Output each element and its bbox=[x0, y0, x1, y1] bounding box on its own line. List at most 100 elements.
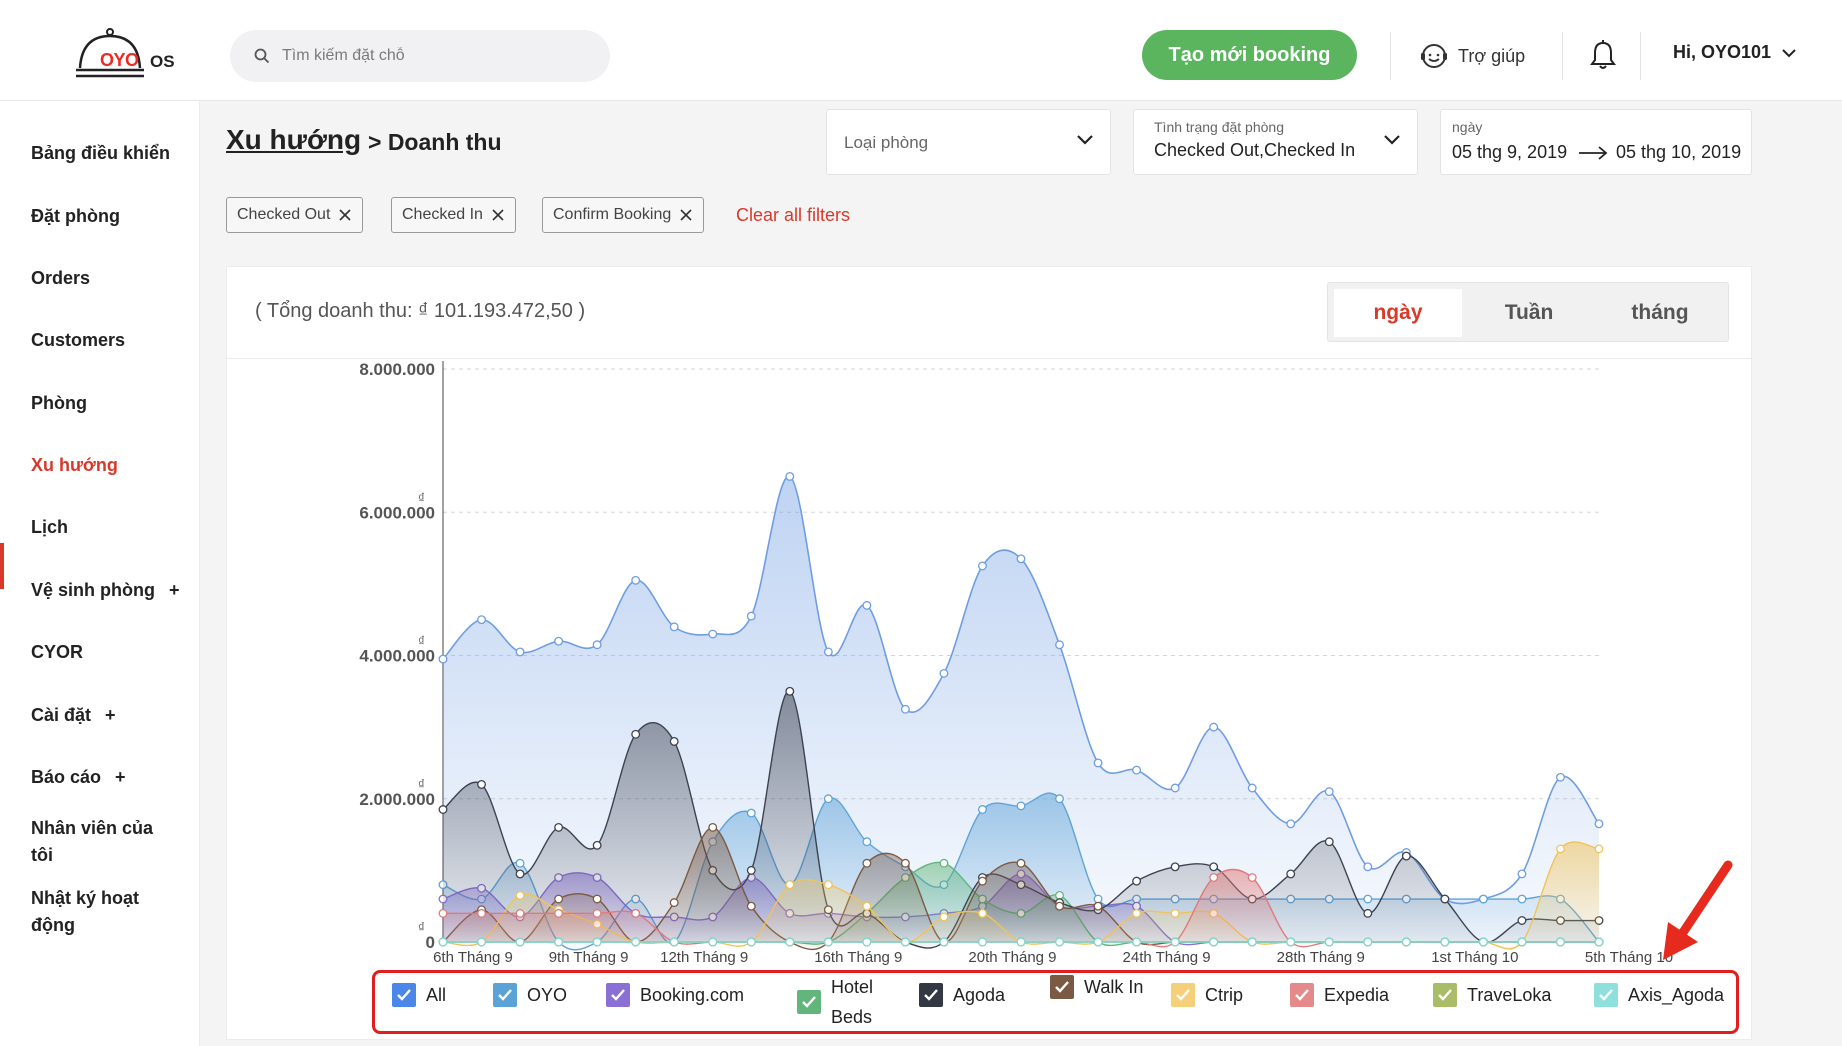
checkbox-checked-icon[interactable] bbox=[392, 983, 416, 1007]
sidebar-item-orders[interactable]: Orders bbox=[31, 268, 91, 288]
data-point bbox=[554, 822, 564, 832]
room-type-select[interactable]: Loại phòng bbox=[826, 109, 1111, 175]
y-tick-currency: ₫ bbox=[418, 919, 425, 935]
checkbox-checked-icon[interactable] bbox=[797, 990, 821, 1014]
data-point bbox=[1209, 937, 1219, 947]
legend-item-expedia[interactable]: Expedia bbox=[1290, 980, 1389, 1010]
period-toggle: ngày Tuần tháng bbox=[1327, 282, 1729, 342]
user-menu[interactable]: Hi, OYO101 bbox=[1673, 42, 1797, 63]
checkbox-checked-icon[interactable] bbox=[919, 983, 943, 1007]
data-point bbox=[1324, 837, 1334, 847]
legend-item-booking-com[interactable]: Booking.com bbox=[606, 980, 744, 1010]
chip-label: Checked In bbox=[402, 206, 483, 223]
sidebar-item-customers[interactable]: Customers bbox=[31, 330, 126, 350]
notification-bell[interactable] bbox=[1590, 40, 1616, 75]
data-point bbox=[554, 636, 564, 646]
data-point bbox=[785, 880, 795, 890]
chip-label: Checked Out bbox=[237, 206, 331, 223]
new-booking-button[interactable]: Tạo mới booking bbox=[1142, 30, 1357, 80]
date-to[interactable]: 05 thg 10, 2019 bbox=[1616, 142, 1742, 162]
oyo-os-logo[interactable]: OYO OS bbox=[72, 28, 182, 84]
sidebar-item-bookings[interactable]: Đặt phòng bbox=[31, 206, 120, 226]
legend-item-traveloka[interactable]: TraveLoka bbox=[1433, 980, 1551, 1010]
data-point bbox=[708, 629, 718, 639]
tab-week[interactable]: Tuần bbox=[1465, 289, 1593, 337]
data-point bbox=[438, 654, 448, 664]
y-tick-label: 8.000.000 bbox=[359, 360, 435, 379]
sidebar-item-activity-log[interactable]: Nhật ký hoạt động bbox=[31, 888, 140, 935]
sidebar-item-settings[interactable]: Cài đặt + bbox=[31, 705, 116, 725]
sidebar-item-reports[interactable]: Báo cáo + bbox=[31, 767, 126, 787]
data-point bbox=[477, 937, 486, 947]
clear-all-filters-link[interactable]: Clear all filters bbox=[736, 205, 851, 225]
checkbox-checked-icon[interactable] bbox=[606, 983, 630, 1007]
legend-item-agoda[interactable]: Agoda bbox=[919, 980, 1005, 1010]
data-point bbox=[1055, 890, 1064, 900]
legend-label: All bbox=[426, 985, 447, 1005]
data-point bbox=[1016, 554, 1026, 564]
data-point bbox=[1055, 794, 1064, 804]
legend-item-axis-agoda[interactable]: Axis_Agoda bbox=[1594, 980, 1724, 1010]
data-point bbox=[939, 937, 949, 947]
legend-item-ctrip[interactable]: Ctrip bbox=[1171, 980, 1243, 1010]
data-point bbox=[1440, 937, 1450, 947]
legend-item-hotel-beds[interactable]: Hotel Beds bbox=[797, 972, 891, 1032]
checkbox-checked-icon[interactable] bbox=[1171, 983, 1195, 1007]
data-point bbox=[823, 937, 833, 947]
checkbox-checked-icon[interactable] bbox=[1594, 983, 1618, 1007]
data-point bbox=[669, 622, 679, 632]
filter-chip-confirm-booking[interactable]: Confirm Booking bbox=[542, 197, 705, 233]
breadcrumb-trends[interactable]: Xu hướng bbox=[226, 124, 362, 155]
sidebar-item-cyor[interactable]: CYOR bbox=[31, 642, 84, 662]
close-icon[interactable] bbox=[338, 208, 352, 222]
legend-label: Booking.com bbox=[640, 985, 745, 1005]
sidebar-item-trends[interactable]: Xu hướng bbox=[31, 455, 118, 475]
tab-day[interactable]: ngày bbox=[1334, 289, 1462, 337]
help-link[interactable]: Trợ giúp bbox=[1420, 42, 1525, 70]
search-bar[interactable] bbox=[230, 30, 610, 82]
search-input[interactable] bbox=[282, 47, 582, 65]
data-point bbox=[1170, 937, 1180, 947]
filter-chip-checked-in[interactable]: Checked In bbox=[391, 197, 516, 233]
data-point bbox=[1556, 772, 1565, 782]
booking-status-value: Checked Out,Checked In bbox=[1154, 140, 1356, 160]
close-icon[interactable] bbox=[679, 208, 693, 222]
checkbox-checked-icon[interactable] bbox=[1050, 975, 1074, 999]
legend-highlight-frame bbox=[372, 970, 1739, 1034]
sidebar-item-my-staff[interactable]: Nhân viên của tôi bbox=[31, 818, 154, 865]
data-point bbox=[1170, 908, 1180, 918]
close-icon[interactable] bbox=[491, 208, 505, 222]
data-point bbox=[1055, 937, 1064, 947]
expand-plus-icon[interactable]: + bbox=[115, 767, 126, 787]
data-point bbox=[862, 937, 872, 947]
data-point bbox=[862, 858, 872, 868]
data-point bbox=[1209, 722, 1219, 732]
checkbox-checked-icon[interactable] bbox=[493, 983, 517, 1007]
date-from[interactable]: 05 thg 9, 2019 bbox=[1452, 142, 1568, 162]
sidebar-item-rooms[interactable]: Phòng bbox=[31, 393, 87, 413]
data-point bbox=[1016, 801, 1026, 811]
legend-item-walk-in[interactable]: Walk In bbox=[1050, 972, 1144, 1002]
legend-label: TraveLoka bbox=[1467, 985, 1552, 1005]
chip-label: Confirm Booking bbox=[553, 206, 672, 223]
legend-label: Axis_Agoda bbox=[1628, 985, 1725, 1005]
data-point bbox=[708, 937, 718, 947]
legend-item-oyo[interactable]: OYO bbox=[493, 980, 567, 1010]
data-point bbox=[669, 737, 679, 746]
data-point bbox=[1517, 937, 1527, 947]
expand-plus-icon[interactable]: + bbox=[169, 580, 180, 600]
data-point bbox=[900, 858, 910, 868]
data-point bbox=[1170, 862, 1180, 872]
sidebar-item-dashboard[interactable]: Bảng điều khiển bbox=[31, 143, 171, 163]
sidebar-item-calendar[interactable]: Lịch bbox=[31, 517, 69, 537]
checkbox-checked-icon[interactable] bbox=[1290, 983, 1314, 1007]
booking-status-select[interactable]: Tình trạng đặt phòng Checked Out,Checked… bbox=[1133, 109, 1418, 175]
legend-item-all[interactable]: All bbox=[392, 980, 446, 1010]
expand-plus-icon[interactable]: + bbox=[105, 705, 116, 725]
sidebar-item-housekeeping[interactable]: Vệ sinh phòng + bbox=[31, 580, 180, 600]
data-point bbox=[785, 471, 795, 481]
checkbox-checked-icon[interactable] bbox=[1433, 983, 1457, 1007]
tab-month[interactable]: tháng bbox=[1596, 289, 1724, 337]
date-range-picker[interactable]: ngày 05 thg 9, 2019 05 thg 10, 2019 bbox=[1440, 109, 1752, 175]
filter-chip-checked-out[interactable]: Checked Out bbox=[226, 197, 364, 233]
